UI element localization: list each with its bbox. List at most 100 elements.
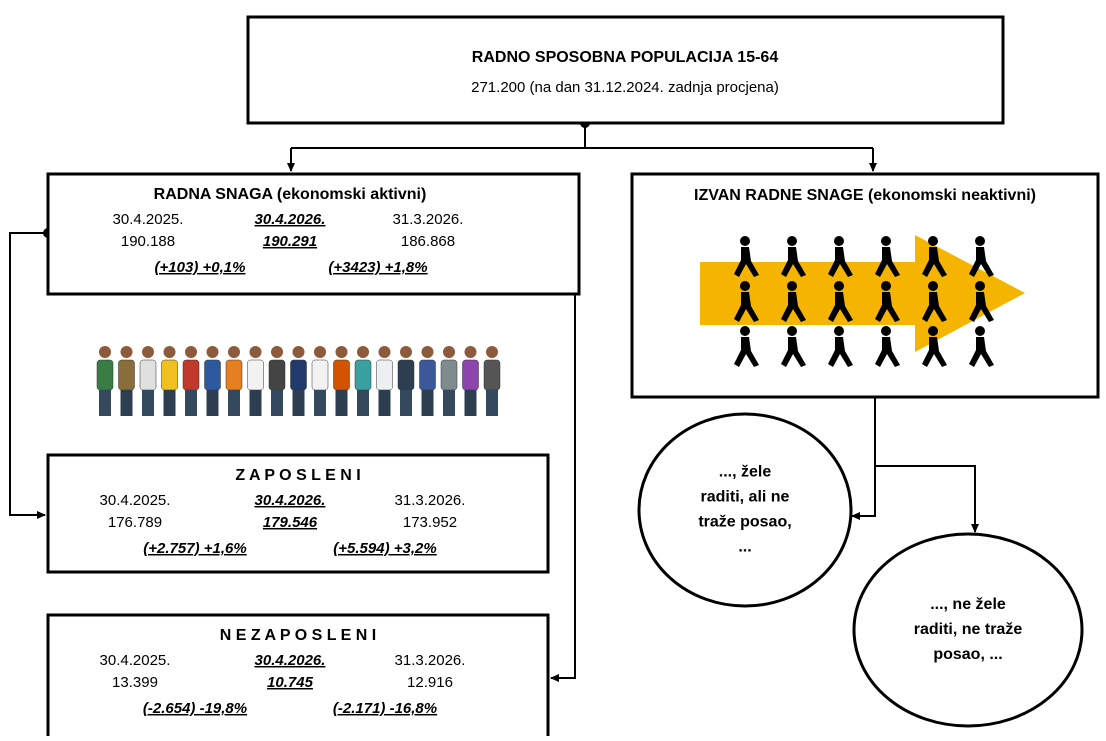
- worker: [162, 360, 178, 390]
- value: 173.952: [403, 514, 457, 531]
- change: (-2.654) -19,8%: [143, 700, 247, 717]
- worker: [379, 390, 391, 416]
- worker: [314, 390, 326, 416]
- change: (-2.171) -16,8%: [333, 700, 437, 717]
- value: 12.916: [407, 674, 453, 691]
- worker: [420, 360, 436, 390]
- worker: [228, 390, 240, 416]
- worker: [226, 360, 242, 390]
- value: 31.3.2026.: [393, 211, 464, 228]
- worker: [398, 360, 414, 390]
- walker: [740, 281, 750, 291]
- bubble: [639, 414, 851, 606]
- value: 176.789: [108, 514, 162, 531]
- worker: [119, 360, 135, 390]
- highlight-value: 30.4.2026.: [255, 211, 326, 228]
- walker: [881, 281, 891, 291]
- worker: [207, 390, 219, 416]
- page: { "top": {"title": "RADNO SPOSOBNA POPUL…: [0, 0, 1106, 736]
- bubble-text: ..., žele: [719, 464, 772, 481]
- worker: [269, 360, 285, 390]
- inactive-title: IZVAN RADNE SNAGE (ekonomski neaktivni): [694, 187, 1036, 204]
- worker: [97, 360, 113, 390]
- walker: [975, 236, 985, 246]
- worker: [250, 346, 262, 358]
- highlight-value: 30.4.2026.: [255, 652, 326, 669]
- worker: [183, 360, 199, 390]
- worker: [484, 360, 500, 390]
- value: 13.399: [112, 674, 158, 691]
- box-title: Z A P O S L E N I: [235, 467, 360, 484]
- walker: [787, 281, 797, 291]
- change: (+2.757) +1,6%: [143, 540, 246, 557]
- worker: [293, 390, 305, 416]
- value: 30.4.2025.: [100, 492, 171, 509]
- workers-illustration: [97, 346, 500, 416]
- worker: [248, 360, 264, 390]
- worker: [486, 390, 498, 416]
- worker: [99, 346, 111, 358]
- worker: [443, 346, 455, 358]
- walker: [975, 281, 985, 291]
- worker: [228, 346, 240, 358]
- worker: [379, 346, 391, 358]
- worker: [271, 390, 283, 416]
- worker: [271, 346, 283, 358]
- bubble-text: raditi, ne traže: [914, 621, 1023, 638]
- worker: [164, 346, 176, 358]
- worker: [486, 346, 498, 358]
- worker: [291, 360, 307, 390]
- box-title: N E Z A P O S L E N I: [220, 627, 376, 644]
- worker: [465, 390, 477, 416]
- bubble-text: traže posao,: [698, 514, 791, 531]
- highlight-value: 30.4.2026.: [255, 492, 326, 509]
- bubble-text: posao, ...: [933, 646, 1002, 663]
- worker: [140, 360, 156, 390]
- walker: [928, 281, 938, 291]
- worker: [314, 346, 326, 358]
- worker: [336, 346, 348, 358]
- worker: [400, 346, 412, 358]
- walker: [928, 236, 938, 246]
- walker: [740, 236, 750, 246]
- worker: [99, 390, 111, 416]
- worker: [463, 360, 479, 390]
- worker: [121, 346, 133, 358]
- change: (+103) +0,1%: [155, 259, 246, 276]
- highlight-value: 190.291: [263, 233, 317, 250]
- diagram: RADNO SPOSOBNA POPULACIJA 15-64 271.200 …: [0, 0, 1106, 736]
- value: 30.4.2025.: [100, 652, 171, 669]
- worker: [250, 390, 262, 416]
- worker: [357, 346, 369, 358]
- change: (+3423) +1,8%: [328, 259, 427, 276]
- worker: [334, 360, 350, 390]
- worker: [142, 390, 154, 416]
- worker: [293, 346, 305, 358]
- walker: [834, 281, 844, 291]
- worker: [121, 390, 133, 416]
- worker: [207, 346, 219, 358]
- worker: [312, 360, 328, 390]
- box-title: RADNA SNAGA (ekonomski aktivni): [154, 186, 427, 203]
- worker: [164, 390, 176, 416]
- worker: [443, 390, 455, 416]
- worker: [465, 346, 477, 358]
- worker: [400, 390, 412, 416]
- top-box: [248, 17, 1003, 123]
- walker: [740, 326, 750, 336]
- highlight-value: 10.745: [267, 674, 314, 691]
- worker: [422, 346, 434, 358]
- bubble-text: raditi, ali ne: [701, 489, 790, 506]
- walker: [787, 236, 797, 246]
- value: 31.3.2026.: [395, 492, 466, 509]
- worker: [185, 390, 197, 416]
- worker: [142, 346, 154, 358]
- change: (+5.594) +3,2%: [333, 540, 436, 557]
- top-subtitle: 271.200 (na dan 31.12.2024. zadnja procj…: [471, 79, 779, 96]
- worker: [422, 390, 434, 416]
- walker: [834, 326, 844, 336]
- bubble-text: ...: [738, 539, 751, 556]
- worker: [377, 360, 393, 390]
- walker: [975, 326, 985, 336]
- worker: [185, 346, 197, 358]
